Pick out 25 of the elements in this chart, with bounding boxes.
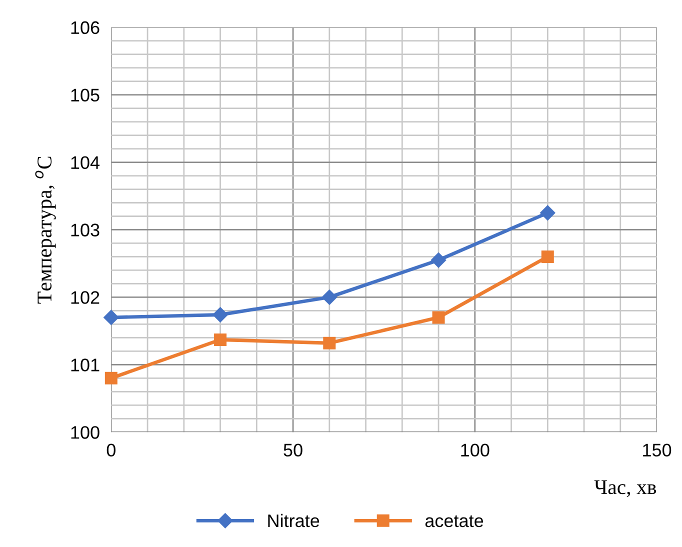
point [104,310,119,326]
x-tick-label: 0 [106,444,116,457]
point [212,307,228,322]
point [540,205,556,220]
y-tick-label: 104 [71,156,100,169]
point [104,372,118,384]
x-tick-label: 150 [643,444,672,457]
x-tick-label: 100 [461,444,490,457]
y-tick-label: 106 [71,21,100,34]
y-tick-label: 100 [71,426,100,439]
y-axis-title: Температура, $^{o}$C [35,156,56,304]
point [322,290,337,305]
point [430,252,446,268]
point [214,333,227,346]
point [323,336,336,350]
x-tick-label: 50 [284,444,302,457]
y-tick-label: 103 [71,224,100,236]
legend-label: Nitrate [268,514,320,528]
y-tick-label: 105 [71,88,100,102]
x-axis-title: Час, хв [594,480,656,498]
point [432,311,445,324]
point [541,250,554,263]
legend-label: acetate [425,515,484,528]
y-tick-label: 102 [71,291,100,304]
y-tick-label: 101 [71,358,100,372]
